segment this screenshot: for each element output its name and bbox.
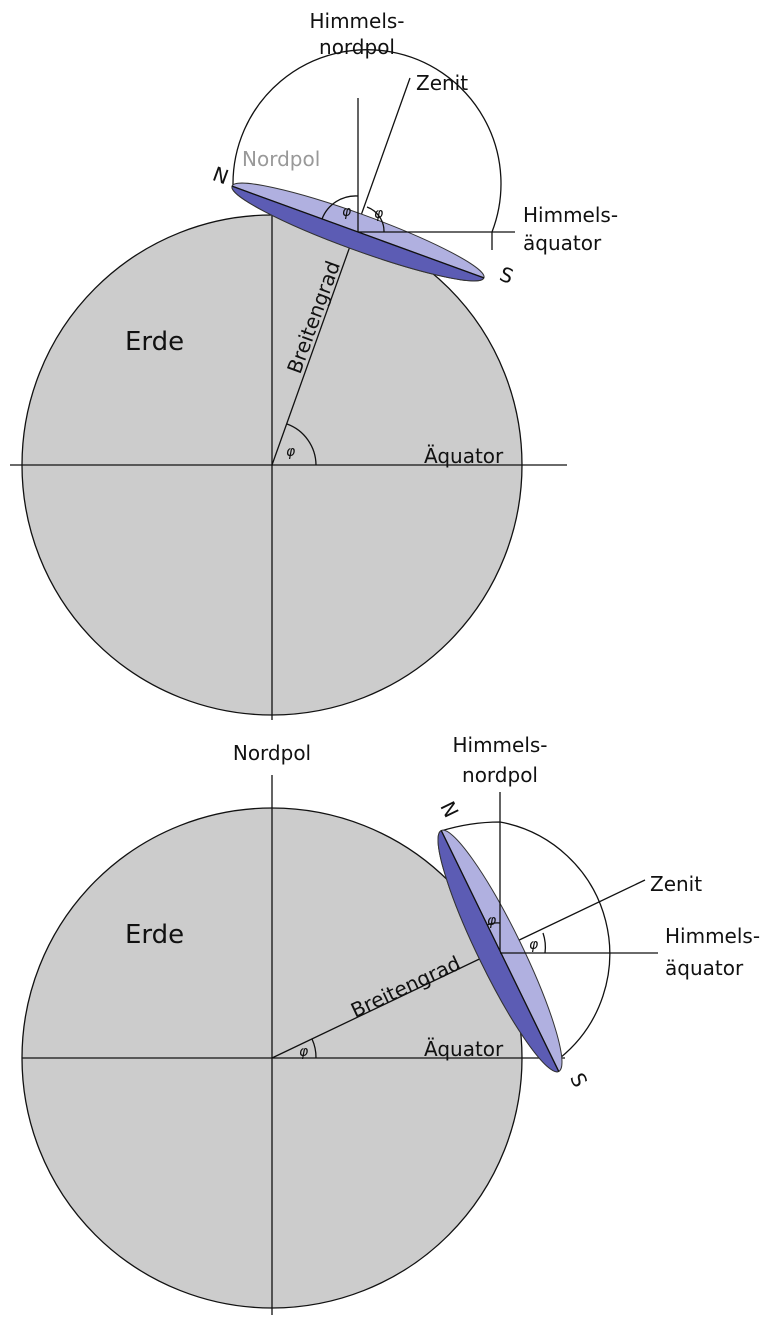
- label: nordpol: [319, 35, 395, 59]
- label: φ: [487, 913, 497, 929]
- label: Nordpol: [233, 741, 311, 765]
- label: Erde: [125, 327, 184, 357]
- label: φ: [299, 1044, 309, 1060]
- label: äquator: [665, 956, 744, 980]
- angle-arc: [286, 423, 317, 466]
- angle-arc: [311, 1038, 317, 1059]
- label: S: [565, 1069, 592, 1091]
- label: nordpol: [462, 763, 538, 787]
- label: äquator: [523, 231, 602, 255]
- label: φ: [342, 204, 352, 220]
- top-diagram: Himmels- nordpol Zenit N Nordpol φ φ φ H…: [10, 9, 618, 720]
- label: N: [210, 162, 232, 190]
- label: Äquator: [424, 444, 504, 468]
- horizon-lower: [231, 185, 485, 282]
- label: Erde: [125, 920, 184, 950]
- sky-arc: [232, 49, 502, 250]
- label: Äquator: [424, 1037, 504, 1061]
- angle-arc: [321, 195, 359, 220]
- bottom-diagram: Nordpol Himmels- nordpol Zenit N φ φ φ H…: [21, 733, 760, 1315]
- horizon-lower: [437, 829, 560, 1073]
- label: Himmels-: [665, 924, 760, 948]
- latitude-line: [271, 879, 646, 1059]
- angle-arc: [542, 932, 547, 954]
- label: φ: [286, 444, 296, 460]
- label: Zenit: [650, 872, 702, 896]
- sky-arc: [440, 821, 611, 1059]
- label: Himmels-: [452, 733, 547, 757]
- label: φ: [374, 206, 384, 222]
- label: S: [497, 262, 517, 289]
- label: Himmels-: [523, 203, 618, 227]
- label: Zenit: [416, 71, 468, 95]
- angle-arc: [366, 206, 385, 233]
- label: Nordpol: [242, 147, 320, 171]
- latitude-line: [271, 77, 411, 466]
- label: N: [435, 797, 463, 821]
- label: Himmels-: [309, 9, 404, 33]
- angle-arc: [486, 922, 501, 926]
- label: φ: [529, 937, 539, 953]
